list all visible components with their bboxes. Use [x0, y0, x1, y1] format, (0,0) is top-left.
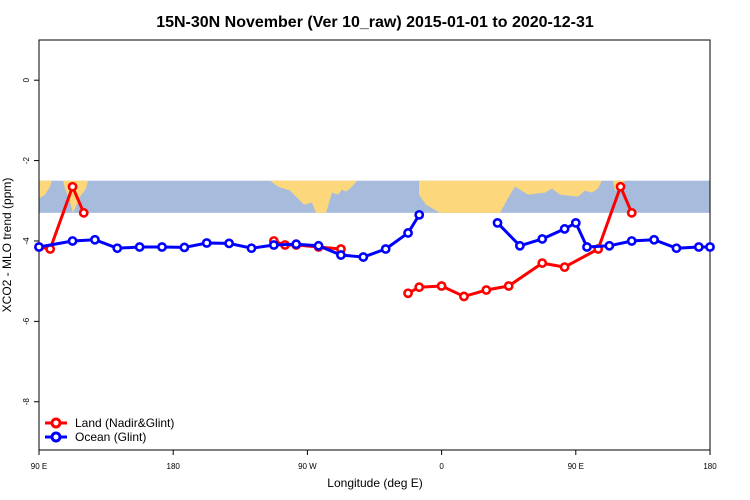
series-1-point-0-6 — [179, 242, 190, 253]
map-land-3 — [419, 180, 602, 213]
legend-marker-land — [50, 417, 62, 429]
series-1-point-1-11 — [705, 242, 715, 252]
series-1-point-0-13 — [336, 250, 346, 260]
legend-label-land: Land (Nadir&Glint) — [75, 416, 174, 430]
map-strip — [39, 180, 710, 213]
legend-marker-ocean — [50, 431, 62, 443]
series-1-point-1-7 — [626, 236, 637, 246]
legend-entry-ocean: Ocean (Glint) — [45, 430, 146, 444]
series-1-point-0-4 — [134, 242, 145, 252]
x-tick-label-5: 180 — [703, 462, 717, 471]
series-1-point-0-9 — [246, 243, 257, 254]
series-1-point-1-0 — [492, 217, 503, 228]
series-1-point-1-3 — [559, 224, 570, 234]
series-0-point-2-0 — [403, 288, 413, 299]
series-1-point-1-8 — [649, 234, 659, 245]
x-axis: 90 E 180 90 W 0 90 E 180 — [31, 450, 717, 471]
series-0-point-2-7 — [559, 262, 570, 273]
legend-entry-land: Land (Nadir&Glint) — [45, 416, 174, 430]
series-0-point-2-2 — [436, 281, 447, 291]
series-1-point-0-12 — [313, 240, 324, 251]
y-tick-label-1: -2 — [22, 156, 31, 164]
series-1-point-1-5 — [582, 242, 592, 252]
series-1-point-1-9 — [671, 243, 682, 254]
series-layer — [34, 181, 715, 302]
y-tick-label-3: -6 — [22, 317, 31, 325]
y-tick-label-0: 0 — [22, 77, 31, 82]
series-0-point-2-5 — [503, 281, 514, 291]
map-ocean — [39, 180, 710, 213]
series-0-point-0-3 — [78, 207, 89, 218]
series-1-point-0-10 — [268, 240, 279, 250]
y-axis: 0 -2 -4 -6 -8 — [22, 77, 39, 405]
x-axis-label: Longitude (deg E) — [327, 476, 422, 490]
legend: Land (Nadir&Glint) Ocean (Glint) — [45, 416, 174, 444]
series-1-point-1-10 — [693, 242, 704, 252]
x-tick-label-1: 180 — [167, 462, 181, 471]
series-1-point-0-0 — [34, 242, 44, 252]
series-0-point-2-10 — [626, 207, 637, 218]
series-1-point-1-4 — [570, 217, 581, 228]
y-tick-label-4: -8 — [22, 398, 31, 406]
series-0-point-2-1 — [414, 282, 425, 293]
series-1 — [34, 209, 715, 262]
series-1-point-0-5 — [157, 242, 167, 252]
map-land-0 — [39, 180, 52, 199]
series-0-point-2-3 — [459, 291, 469, 302]
y-tick-label-2: -4 — [22, 237, 31, 245]
series-1-point-1-2 — [537, 234, 548, 244]
series-1-point-0-17 — [414, 209, 425, 220]
series-1-point-0-7 — [201, 238, 212, 248]
x-tick-label-4: 90 E — [568, 462, 584, 471]
x-tick-label-2: 90 W — [298, 462, 317, 471]
series-0-point-2-6 — [537, 258, 548, 268]
series-1-point-0-2 — [90, 234, 100, 245]
series-1-point-0-11 — [291, 239, 302, 250]
series-1-point-0-16 — [403, 228, 413, 238]
x-tick-label-0: 90 E — [31, 462, 47, 471]
chart-title: 15N-30N November (Ver 10_raw) 2015-01-01… — [156, 14, 594, 31]
series-1-point-0-8 — [224, 238, 235, 249]
series-1-point-0-1 — [67, 236, 78, 246]
series-0-point-2-4 — [481, 285, 492, 295]
y-axis-label: XCO2 - MLO trend (ppm) — [0, 178, 14, 313]
series-1-point-1-1 — [514, 240, 525, 251]
series-0-point-2-9 — [615, 181, 626, 192]
map-land-2 — [270, 180, 357, 213]
series-0-point-0-2 — [67, 181, 78, 192]
series-1-point-0-15 — [380, 244, 391, 254]
series-1-point-0-3 — [112, 243, 123, 254]
series-1-point-0-14 — [358, 252, 369, 262]
series-0-line-0 — [38, 185, 86, 251]
legend-label-ocean: Ocean (Glint) — [75, 430, 146, 444]
series-1-point-1-6 — [604, 240, 615, 251]
x-tick-label-3: 0 — [439, 462, 444, 471]
